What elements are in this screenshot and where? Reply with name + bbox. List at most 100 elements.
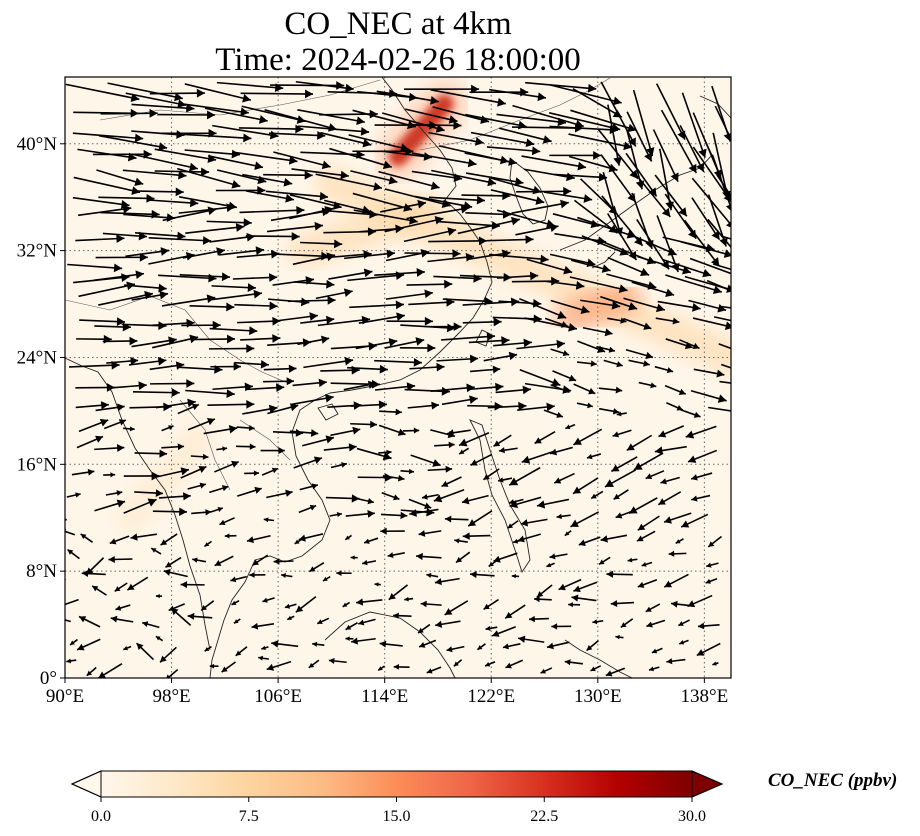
wind-arrow bbox=[149, 361, 185, 371]
wind-arrow bbox=[631, 281, 675, 298]
wind-arrow bbox=[234, 301, 278, 311]
wind-arrow bbox=[106, 356, 139, 366]
wind-arrow bbox=[128, 356, 167, 366]
wind-arrow bbox=[221, 661, 236, 673]
wind-arrow bbox=[122, 645, 132, 651]
wind-arrow bbox=[434, 620, 461, 628]
wind-arrow bbox=[76, 435, 104, 449]
wind-arrow bbox=[80, 533, 94, 543]
wind-arrow bbox=[204, 645, 212, 652]
wind-arrow bbox=[576, 402, 594, 409]
wind-arrow bbox=[516, 186, 572, 196]
wind-arrow bbox=[115, 604, 131, 611]
wind-arrow bbox=[573, 581, 598, 593]
wind-arrow bbox=[185, 223, 245, 235]
wind-arrow bbox=[180, 465, 207, 479]
wind-arrow bbox=[444, 600, 469, 616]
wind-arrow bbox=[300, 239, 343, 249]
wind-arrow bbox=[224, 533, 237, 539]
wind-arrow bbox=[462, 317, 502, 327]
wind-arrow bbox=[242, 404, 278, 415]
wind-arrow bbox=[315, 288, 353, 300]
wind-arrow bbox=[393, 612, 412, 619]
wind-arrow bbox=[598, 407, 620, 415]
wind-arrow bbox=[81, 569, 106, 577]
wind-arrow bbox=[410, 454, 441, 467]
wind-arrow bbox=[387, 552, 405, 559]
wind-arrow bbox=[187, 612, 213, 620]
wind-arrow bbox=[406, 279, 453, 289]
wind-arrow bbox=[95, 403, 125, 412]
wind-arrow bbox=[497, 477, 513, 483]
wind-arrow bbox=[446, 645, 465, 653]
wind-arrow bbox=[150, 379, 195, 388]
wind-arrow bbox=[632, 89, 655, 157]
wind-arrow bbox=[455, 551, 471, 564]
wind-arrow bbox=[214, 460, 240, 473]
wind-arrow bbox=[590, 490, 604, 500]
wind-arrow bbox=[125, 92, 187, 109]
wind-arrow bbox=[586, 453, 602, 460]
wind-arrow bbox=[637, 515, 660, 531]
wind-arrow bbox=[648, 666, 660, 672]
wind-arrow bbox=[185, 389, 235, 398]
wind-arrow bbox=[288, 295, 336, 305]
wind-arrow bbox=[568, 133, 633, 151]
wind-arrow bbox=[155, 398, 196, 409]
wind-arrow bbox=[85, 557, 105, 576]
wind-arrow bbox=[680, 513, 709, 528]
wind-arrow bbox=[379, 640, 403, 648]
wind-arrow bbox=[615, 634, 624, 640]
wind-arrow bbox=[355, 337, 398, 350]
wind-arrow bbox=[428, 131, 484, 146]
wind-arrow bbox=[517, 402, 555, 412]
wind-arrow bbox=[467, 510, 493, 527]
wind-arrow bbox=[458, 432, 490, 447]
wind-arrow bbox=[358, 312, 405, 324]
wind-arrow bbox=[427, 322, 462, 331]
wind-arrow bbox=[320, 131, 372, 148]
wind-arrow bbox=[295, 80, 354, 93]
wind-arrow bbox=[493, 434, 512, 448]
wind-arrow bbox=[597, 129, 639, 180]
wind-arrow bbox=[556, 513, 571, 520]
wind-arrow bbox=[693, 368, 725, 378]
wind-arrow bbox=[427, 465, 453, 473]
wind-arrow bbox=[252, 554, 269, 566]
wind-arrow bbox=[266, 221, 324, 233]
wind-arrow bbox=[141, 621, 160, 629]
wind-arrow bbox=[343, 380, 377, 391]
wind-arrow bbox=[232, 273, 278, 282]
wind-arrow bbox=[573, 428, 603, 446]
wind-arrow bbox=[295, 595, 317, 613]
wind-arrow bbox=[658, 148, 674, 211]
wind-arrow bbox=[67, 263, 123, 273]
wind-arrow bbox=[240, 89, 314, 99]
wind-arrow bbox=[631, 192, 654, 250]
wind-arrow bbox=[235, 646, 248, 657]
wind-arrow bbox=[447, 429, 471, 437]
wind-arrow bbox=[409, 362, 445, 372]
wind-arrow bbox=[428, 195, 486, 205]
wind-arrow bbox=[209, 326, 258, 336]
wind-arrow bbox=[123, 498, 157, 514]
wind-arrow bbox=[418, 530, 442, 537]
wind-arrow bbox=[200, 600, 215, 612]
wind-arrow bbox=[626, 111, 653, 162]
wind-arrow bbox=[496, 209, 556, 229]
wind-arrow bbox=[294, 279, 335, 289]
wind-arrow bbox=[349, 300, 404, 310]
wind-arrow bbox=[284, 603, 297, 609]
wind-arrow bbox=[607, 256, 650, 277]
wind-arrow bbox=[131, 130, 185, 139]
lat-tick-label: 8°N bbox=[26, 561, 57, 582]
wind-arrow bbox=[620, 618, 634, 629]
wind-arrow bbox=[470, 571, 495, 579]
wind-arrow bbox=[544, 317, 569, 328]
wind-arrow bbox=[134, 449, 168, 458]
wind-arrow bbox=[662, 258, 712, 278]
wind-arrow bbox=[297, 335, 330, 346]
wind-arrow bbox=[486, 235, 534, 244]
wind-arrow bbox=[178, 196, 238, 211]
wind-arrow bbox=[692, 112, 722, 179]
